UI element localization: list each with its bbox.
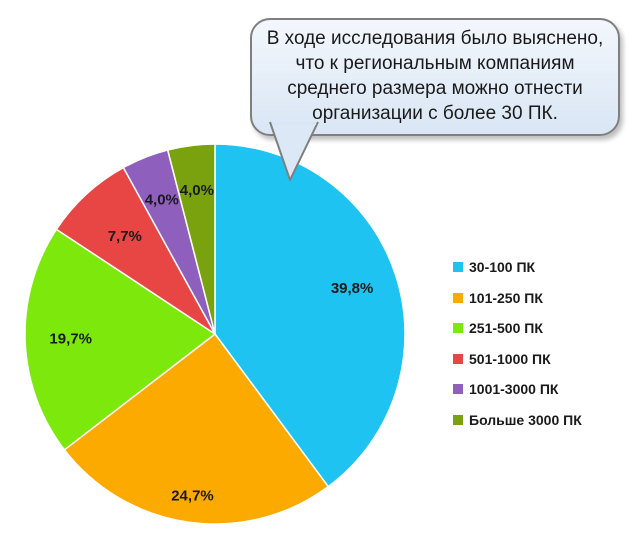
legend-item: 1001-3000 ПК <box>453 374 582 405</box>
pie-slice <box>55 166 216 335</box>
pie-slice <box>24 228 217 451</box>
annotation-text: В ходе исследования было выяснено, что к… <box>250 26 620 126</box>
annotation-line: организации с более 30 ПК. <box>312 103 558 124</box>
legend-swatch <box>453 353 463 364</box>
pie-slice <box>63 332 330 525</box>
legend-label: 30-100 ПК <box>469 259 536 276</box>
data-label: 4,0% <box>145 191 179 208</box>
legend-label: 501-1000 ПК <box>469 350 551 367</box>
legend-swatch <box>453 292 463 303</box>
legend-label: Больше 3000 ПК <box>469 411 582 428</box>
pie-slices <box>24 143 406 525</box>
annotation-line: что к региональным компаниям <box>295 53 575 74</box>
chart-legend: 30-100 ПК 101-250 ПК 251-500 ПК 501-1000… <box>453 252 582 435</box>
legend-item: 251-500 ПК <box>453 313 582 344</box>
legend-label: 101-250 ПК <box>469 289 543 306</box>
pie-slice <box>214 143 406 488</box>
annotation-line: В ходе исследования было выяснено, <box>266 28 604 49</box>
data-label: 19,7% <box>49 331 92 348</box>
data-label: 4,0% <box>180 182 214 199</box>
annotation-callout <box>250 18 620 136</box>
legend-swatch <box>453 414 463 425</box>
legend-label: 251-500 ПК <box>469 320 543 337</box>
legend-swatch <box>453 323 463 334</box>
legend-item: 30-100 ПК <box>453 252 582 283</box>
legend-label: 1001-3000 ПК <box>469 381 559 398</box>
annotation-line: среднего размера можно отнести <box>287 78 583 99</box>
legend-item: Больше 3000 ПК <box>453 405 582 436</box>
legend-swatch <box>453 262 463 273</box>
pie-data-labels: 39,8% 24,7% 19,7% 7,7% 4,0%4,0% <box>49 182 373 504</box>
legend-item: 101-250 ПК <box>453 283 582 314</box>
data-label: 39,8% <box>331 280 374 297</box>
pie-slice <box>166 143 216 335</box>
data-label: 7,7% <box>108 228 142 245</box>
legend-item: 501-1000 ПК <box>453 344 582 375</box>
legend-swatch <box>453 384 463 395</box>
data-label: 24,7% <box>171 487 214 504</box>
annotation-callout-pointer <box>269 121 319 181</box>
